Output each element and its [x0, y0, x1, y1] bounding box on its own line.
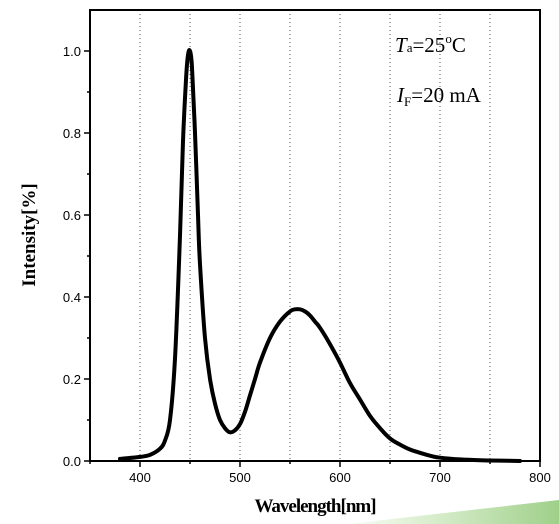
x-tick-label: 400	[129, 470, 151, 485]
current-value: =20 mA	[411, 83, 481, 107]
y-tick-label: 0.2	[63, 372, 81, 387]
temperature-value: =25	[412, 33, 445, 57]
current-annotation: IF=20 mA	[396, 83, 482, 109]
current-subscript: F	[404, 94, 411, 109]
x-axis-title: Wavelength[nm]	[254, 496, 375, 517]
temperature-degree: o	[445, 31, 452, 46]
x-tick-label: 700	[429, 470, 451, 485]
y-axis-ticks: 0.0 0.2 0.4 0.6 0.8 1.0	[63, 44, 90, 469]
x-axis-ticks: 400 500 600 700 800	[89, 461, 551, 485]
current-symbol: I	[396, 83, 405, 107]
y-tick-label: 0.0	[63, 454, 81, 469]
emission-spectrum-line	[118, 48, 522, 463]
x-tick-label: 500	[229, 470, 251, 485]
temperature-unit: C	[452, 33, 466, 57]
x-tick-label: 800	[529, 470, 551, 485]
y-tick-label: 0.4	[63, 290, 81, 305]
y-tick-label: 1.0	[63, 44, 81, 59]
y-tick-label: 0.8	[63, 126, 81, 141]
temperature-symbol: T	[395, 33, 408, 57]
x-tick-label: 600	[329, 470, 351, 485]
plot-frame	[89, 9, 541, 462]
temperature-annotation: Ta=25oC	[395, 31, 466, 57]
y-axis-title: Intensity[%]	[19, 183, 40, 286]
y-tick-label: 0.6	[63, 208, 81, 223]
temperature-subscript: a	[407, 40, 413, 55]
